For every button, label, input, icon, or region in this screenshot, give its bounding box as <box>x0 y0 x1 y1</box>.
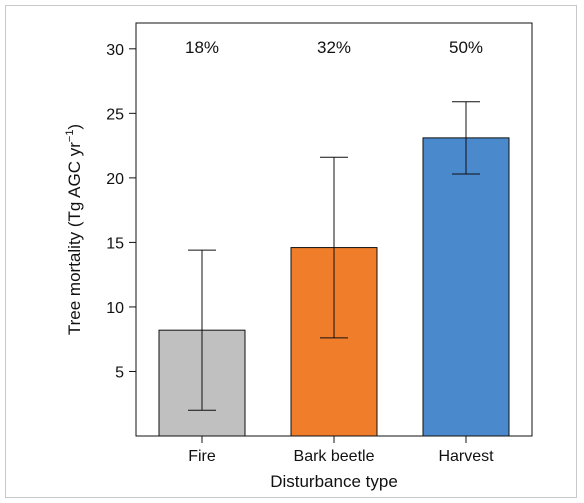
y-tick-label: 15 <box>106 235 124 252</box>
y-tick-label: 30 <box>106 42 124 59</box>
percent-label-harvest: 50% <box>449 38 483 57</box>
x-axis-ticks: Fire Bark beetle Harvest <box>188 436 494 465</box>
x-tick-label-harvest: Harvest <box>438 448 494 465</box>
plot-area-border <box>135 22 533 437</box>
y-tick-label: 5 <box>115 364 124 381</box>
x-tick-label-fire: Fire <box>188 448 216 465</box>
y-axis-ticks: 5 10 15 20 25 30 <box>106 42 136 381</box>
percent-label-bark-beetle: 32% <box>317 38 351 57</box>
y-axis-label: Tree mortality (Tg AGC yr−1) <box>64 124 84 335</box>
x-axis-label: Disturbance type <box>270 472 398 491</box>
y-tick-label: 25 <box>106 106 124 123</box>
y-tick-label: 20 <box>106 171 124 188</box>
y-axis-label-close: ) <box>65 124 84 130</box>
x-tick-label-bark-beetle: Bark beetle <box>294 448 375 465</box>
bar-harvest <box>422 137 510 437</box>
y-tick-label: 10 <box>106 300 124 317</box>
error-bars <box>188 101 480 411</box>
percent-label-fire: 18% <box>185 38 219 57</box>
y-axis-label-superscript: −1 <box>64 130 76 143</box>
percent-labels: 18% 32% 50% <box>185 38 483 57</box>
y-axis-label-main: Tree mortality (Tg AGC yr <box>65 142 84 335</box>
